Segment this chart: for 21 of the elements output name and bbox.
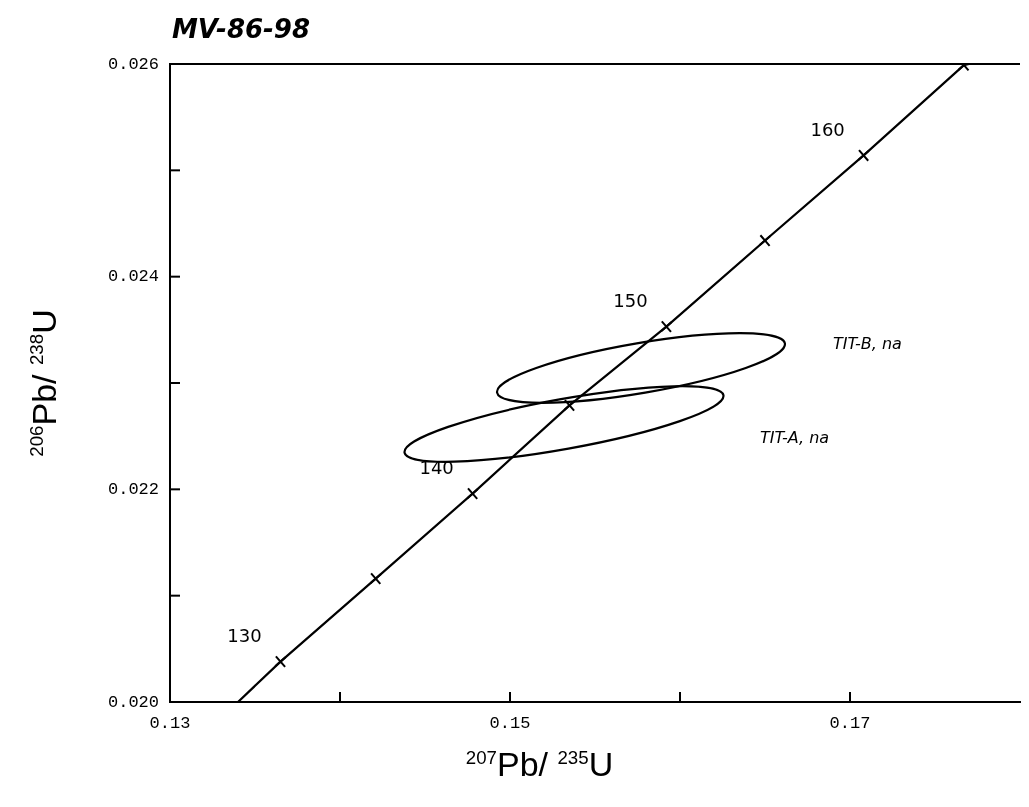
x-axis-title: $^{207}$Pb/ $^{235}$U <box>464 745 615 784</box>
annotation: 130 <box>227 625 262 647</box>
annotation: 160 <box>810 119 845 141</box>
chart-title: MV-86-98 <box>172 14 311 44</box>
point <box>466 487 479 500</box>
y-tick-label: 0.024 <box>107 267 159 287</box>
x-tick-label: 0.17 <box>829 713 871 733</box>
x-tick-label: 0.15 <box>489 713 531 733</box>
annotation: 150 <box>613 290 648 312</box>
annotation: TIT-A, na <box>760 427 830 447</box>
point <box>857 149 870 162</box>
point <box>274 655 287 668</box>
x-tick-label: 0.13 <box>149 713 191 733</box>
y-tick-label: 0.020 <box>107 692 159 712</box>
point <box>563 399 576 412</box>
annotation: TIT-B, na <box>833 333 902 353</box>
point <box>369 572 382 585</box>
y-tick-label: 0.026 <box>107 54 159 74</box>
y-tick-label: 0.022 <box>107 479 159 499</box>
point <box>758 234 772 247</box>
point <box>660 320 673 333</box>
